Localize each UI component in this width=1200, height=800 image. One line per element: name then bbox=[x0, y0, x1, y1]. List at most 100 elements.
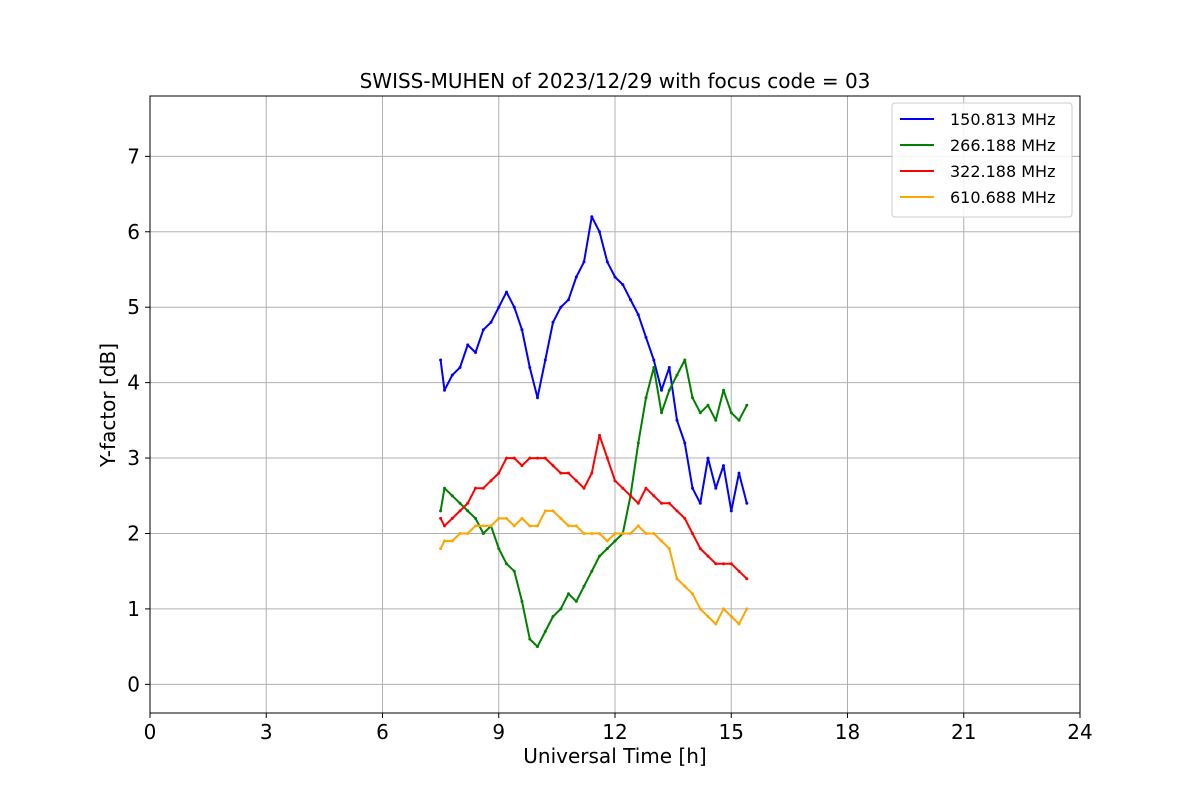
series-0-point bbox=[660, 388, 663, 392]
series-1-point bbox=[567, 592, 570, 596]
series-0-point bbox=[439, 358, 443, 362]
series-1-point bbox=[458, 501, 462, 505]
series-3-point bbox=[450, 539, 454, 543]
series-3-point bbox=[698, 607, 702, 611]
series-3-point bbox=[722, 607, 725, 611]
series-2-point bbox=[683, 516, 687, 520]
series-1-point bbox=[737, 418, 741, 422]
series-2-point bbox=[489, 479, 493, 483]
series-2-point bbox=[543, 456, 547, 460]
series-1-point bbox=[512, 569, 516, 573]
legend: 150.813 MHz 266.188 MHz 322.188 MHz 610.688… bbox=[891, 102, 1073, 218]
series-2-point bbox=[466, 501, 470, 505]
series-3-point bbox=[551, 509, 555, 513]
series-2-point bbox=[691, 532, 694, 535]
y-tick-label: 0 bbox=[127, 672, 140, 696]
series-1-point bbox=[528, 637, 532, 641]
series-1-point bbox=[644, 396, 648, 400]
y-tick-label: 6 bbox=[127, 220, 140, 244]
series-2-point bbox=[636, 501, 640, 505]
series-3-point bbox=[439, 547, 443, 551]
series-3-point bbox=[489, 524, 493, 528]
series-2-point bbox=[652, 494, 656, 498]
series-3-point bbox=[543, 509, 547, 513]
legend-label-3: 610.688 MHz bbox=[950, 188, 1055, 207]
series-3-point bbox=[621, 532, 625, 535]
series-2-point bbox=[629, 494, 632, 498]
series-3-point bbox=[737, 622, 741, 626]
y-tick-label: 7 bbox=[127, 144, 140, 168]
series-1-point bbox=[745, 403, 749, 407]
series-1-point bbox=[698, 411, 702, 415]
series-2-point bbox=[729, 562, 733, 566]
series-3-point bbox=[559, 516, 563, 520]
series-2-point bbox=[644, 486, 648, 490]
x-tick-label: 21 bbox=[951, 720, 976, 744]
series-1-point bbox=[722, 388, 725, 392]
series-3-point bbox=[466, 532, 470, 535]
series-2-point bbox=[497, 471, 501, 475]
series-2-point bbox=[528, 456, 532, 460]
series-1-point bbox=[536, 645, 539, 649]
series-line-2 bbox=[439, 434, 748, 580]
series-1-point bbox=[505, 562, 508, 566]
series-3-point bbox=[675, 577, 679, 581]
series-0-point bbox=[745, 501, 749, 505]
series-2-point bbox=[439, 516, 443, 520]
series-0-point bbox=[474, 351, 477, 354]
series-1-point bbox=[574, 599, 578, 603]
series-1-point bbox=[543, 630, 547, 633]
series-2-point bbox=[706, 554, 710, 558]
series-0-point bbox=[605, 260, 609, 264]
y-tick-label: 1 bbox=[127, 597, 140, 621]
series-2-point bbox=[675, 509, 679, 513]
series-3-point bbox=[481, 524, 485, 528]
series-2-point bbox=[551, 464, 555, 468]
series-0-point bbox=[613, 275, 617, 279]
x-tick-label: 24 bbox=[1067, 720, 1092, 744]
series-3-point bbox=[512, 524, 516, 528]
x-tick-label: 18 bbox=[835, 720, 860, 744]
series-1-point bbox=[590, 569, 594, 573]
series-2-point bbox=[443, 524, 446, 528]
x-tick-label: 15 bbox=[719, 720, 744, 744]
series-1-point bbox=[729, 411, 733, 415]
series-1-point bbox=[652, 366, 656, 369]
x-axis-label: Universal Time [h] bbox=[523, 744, 706, 768]
series-0-point bbox=[520, 328, 524, 332]
series-2-point bbox=[582, 486, 586, 490]
series-0-point bbox=[450, 373, 454, 377]
series-0-point bbox=[722, 464, 725, 468]
series-0-point bbox=[505, 290, 508, 294]
series-3-point bbox=[505, 516, 508, 520]
series-0-point bbox=[598, 230, 601, 234]
series-0-point bbox=[652, 358, 656, 362]
series-2-point bbox=[605, 456, 609, 460]
series-3-point bbox=[714, 622, 718, 626]
series-0-point bbox=[551, 320, 555, 324]
series-3-point bbox=[706, 615, 710, 618]
series-1-point bbox=[481, 532, 485, 535]
series-0-point bbox=[691, 486, 694, 490]
series-3-point bbox=[605, 539, 609, 543]
series-1-point bbox=[466, 509, 470, 513]
series-1-point bbox=[714, 418, 718, 422]
series-1-point bbox=[497, 547, 501, 551]
series-1-point bbox=[598, 554, 601, 558]
legend-label-2: 322.188 MHz bbox=[950, 162, 1055, 181]
series-0-point bbox=[675, 418, 679, 422]
series-1-point bbox=[474, 516, 477, 520]
y-tick-label: 5 bbox=[127, 295, 140, 319]
series-0-point bbox=[489, 320, 493, 324]
series-0-point bbox=[574, 275, 578, 279]
series-3-point bbox=[729, 615, 733, 618]
series-3-point bbox=[660, 539, 663, 543]
series-3-point bbox=[636, 524, 640, 528]
grid bbox=[149, 96, 1081, 713]
series-1-point bbox=[706, 403, 710, 407]
x-tick-label: 3 bbox=[260, 720, 273, 744]
series-0-point bbox=[536, 396, 539, 400]
series-2-point bbox=[450, 516, 454, 520]
